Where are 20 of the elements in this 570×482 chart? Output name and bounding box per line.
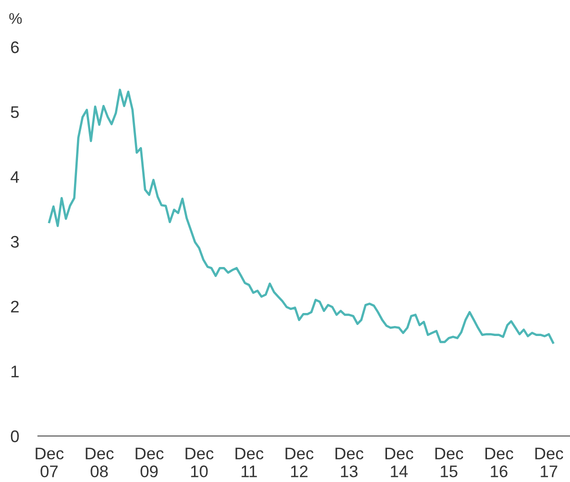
x-tick-label: Dec 12: [286, 448, 314, 478]
x-tick-label: Dec 08: [86, 448, 114, 478]
x-tick-label: Dec 10: [186, 448, 214, 478]
y-tick-label: 4: [10, 171, 20, 183]
x-tick-label: Dec 13: [336, 448, 364, 478]
x-tick-label: Dec 14: [385, 448, 414, 478]
x-tick-label: Dec 09: [136, 448, 164, 478]
x-tick-label: Dec 16: [485, 448, 514, 478]
line-series: [48, 88, 554, 344]
x-tick-label: Dec 17: [535, 448, 564, 478]
x-tick-label: Dec 11: [236, 448, 264, 478]
y-tick-label: 0: [10, 430, 19, 442]
x-tick-label: Dec 15: [435, 448, 464, 478]
x-tick-label: Dec 07: [36, 448, 64, 478]
y-tick-label: 1: [11, 366, 19, 378]
y-tick-label: 6: [11, 41, 19, 54]
y-tick-label: 5: [10, 106, 19, 118]
y-axis-title: %: [9, 13, 22, 24]
y-tick-label: 2: [11, 300, 19, 312]
y-tick-label: 3: [10, 236, 19, 248]
